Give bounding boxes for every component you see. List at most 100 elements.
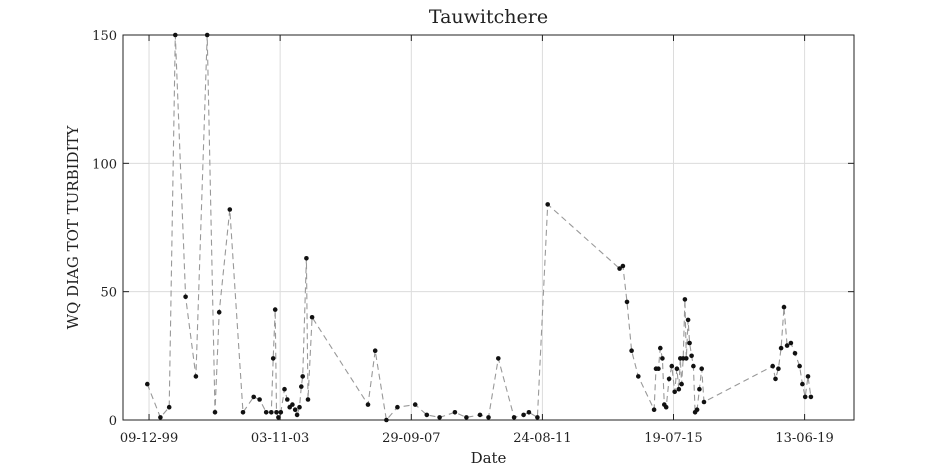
data-point: [290, 402, 295, 407]
data-point: [687, 340, 692, 346]
data-point: [145, 381, 150, 387]
data-point: [372, 348, 378, 354]
data-point: [617, 266, 622, 271]
data-point: [521, 412, 526, 418]
data-point: [412, 402, 418, 407]
data-point: [278, 410, 284, 415]
data-point: [204, 32, 210, 38]
x-tick-label: 24-08-11: [513, 431, 571, 446]
data-point: [797, 363, 802, 369]
data-point: [193, 374, 199, 379]
data-point: [282, 386, 287, 392]
data-point: [805, 374, 811, 379]
y-tick-label: 150: [92, 29, 117, 44]
data-point: [545, 202, 550, 207]
data-point: [305, 397, 311, 402]
data-point: [624, 299, 630, 305]
data-point: [689, 353, 694, 359]
data-point: [776, 366, 781, 372]
data-point: [773, 376, 778, 382]
data-point: [684, 356, 689, 361]
data-point: [685, 317, 691, 323]
data-point: [270, 356, 276, 361]
data-point: [784, 343, 790, 348]
x-tick-label: 13-06-19: [775, 431, 833, 446]
data-point: [496, 356, 501, 361]
data-point: [800, 381, 805, 387]
data-point: [285, 397, 290, 402]
data-point: [212, 410, 218, 415]
series-layer: [145, 32, 814, 423]
data-point: [309, 315, 315, 320]
data-point: [770, 363, 775, 369]
data-point: [802, 394, 808, 400]
data-point: [263, 410, 269, 415]
data-point: [651, 407, 657, 413]
data-point: [395, 404, 400, 410]
data-point: [808, 394, 814, 400]
data-point: [257, 397, 262, 402]
data-point: [384, 417, 389, 423]
axes-layer: [122, 34, 855, 421]
data-point: [781, 304, 787, 310]
data-point: [304, 255, 309, 261]
data-point: [464, 415, 469, 420]
data-point: [365, 402, 371, 407]
x-tick-label: 19-07-15: [644, 431, 702, 446]
data-point: [694, 407, 700, 413]
data-point: [274, 410, 279, 415]
data-point: [452, 410, 458, 415]
data-point: [297, 404, 302, 410]
data-point: [788, 340, 794, 346]
data-point: [272, 307, 278, 312]
data-point: [701, 399, 707, 405]
data-point: [158, 415, 163, 420]
data-point: [166, 404, 172, 410]
data-point: [437, 415, 442, 420]
data-point: [269, 410, 274, 415]
data-point: [666, 376, 672, 382]
data-point: [276, 415, 281, 420]
data-point: [299, 384, 304, 389]
data-point: [511, 415, 517, 420]
data-point: [486, 415, 491, 420]
y-tick-label: 0: [109, 414, 117, 429]
data-point: [300, 374, 306, 379]
data-point: [697, 386, 702, 392]
data-point: [672, 389, 677, 395]
data-point: [216, 309, 222, 315]
data-point: [679, 381, 684, 387]
data-point: [173, 32, 178, 38]
data-point: [682, 297, 688, 302]
data-point: [227, 207, 233, 212]
x-axis-label: Date: [471, 449, 507, 467]
data-point: [294, 412, 300, 418]
data-point: [477, 412, 483, 418]
data-point: [535, 415, 540, 420]
data-point: [636, 374, 641, 379]
data-point: [663, 404, 669, 410]
data-point: [660, 356, 665, 361]
y-tick-label: 50: [100, 286, 117, 301]
x-tick-label: 09-12-99: [120, 431, 178, 446]
data-point: [656, 366, 661, 372]
data-point: [699, 366, 704, 372]
data-point: [526, 410, 532, 415]
data-point: [240, 410, 246, 415]
data-point: [691, 363, 696, 369]
data-point: [620, 263, 626, 269]
x-tick-label: 03-11-03: [251, 431, 309, 446]
data-point: [676, 386, 682, 392]
y-axis-label: WQ DIAG TOT TURBIDITY: [64, 124, 82, 329]
data-point: [629, 348, 634, 354]
data-point: [669, 363, 675, 369]
x-tick-label: 29-09-07: [382, 431, 440, 446]
plot-frame: [122, 34, 855, 421]
data-point: [778, 345, 784, 351]
data-point: [183, 294, 188, 300]
data-point: [674, 366, 680, 372]
grid-layer: [123, 34, 854, 421]
data-point: [424, 412, 430, 418]
